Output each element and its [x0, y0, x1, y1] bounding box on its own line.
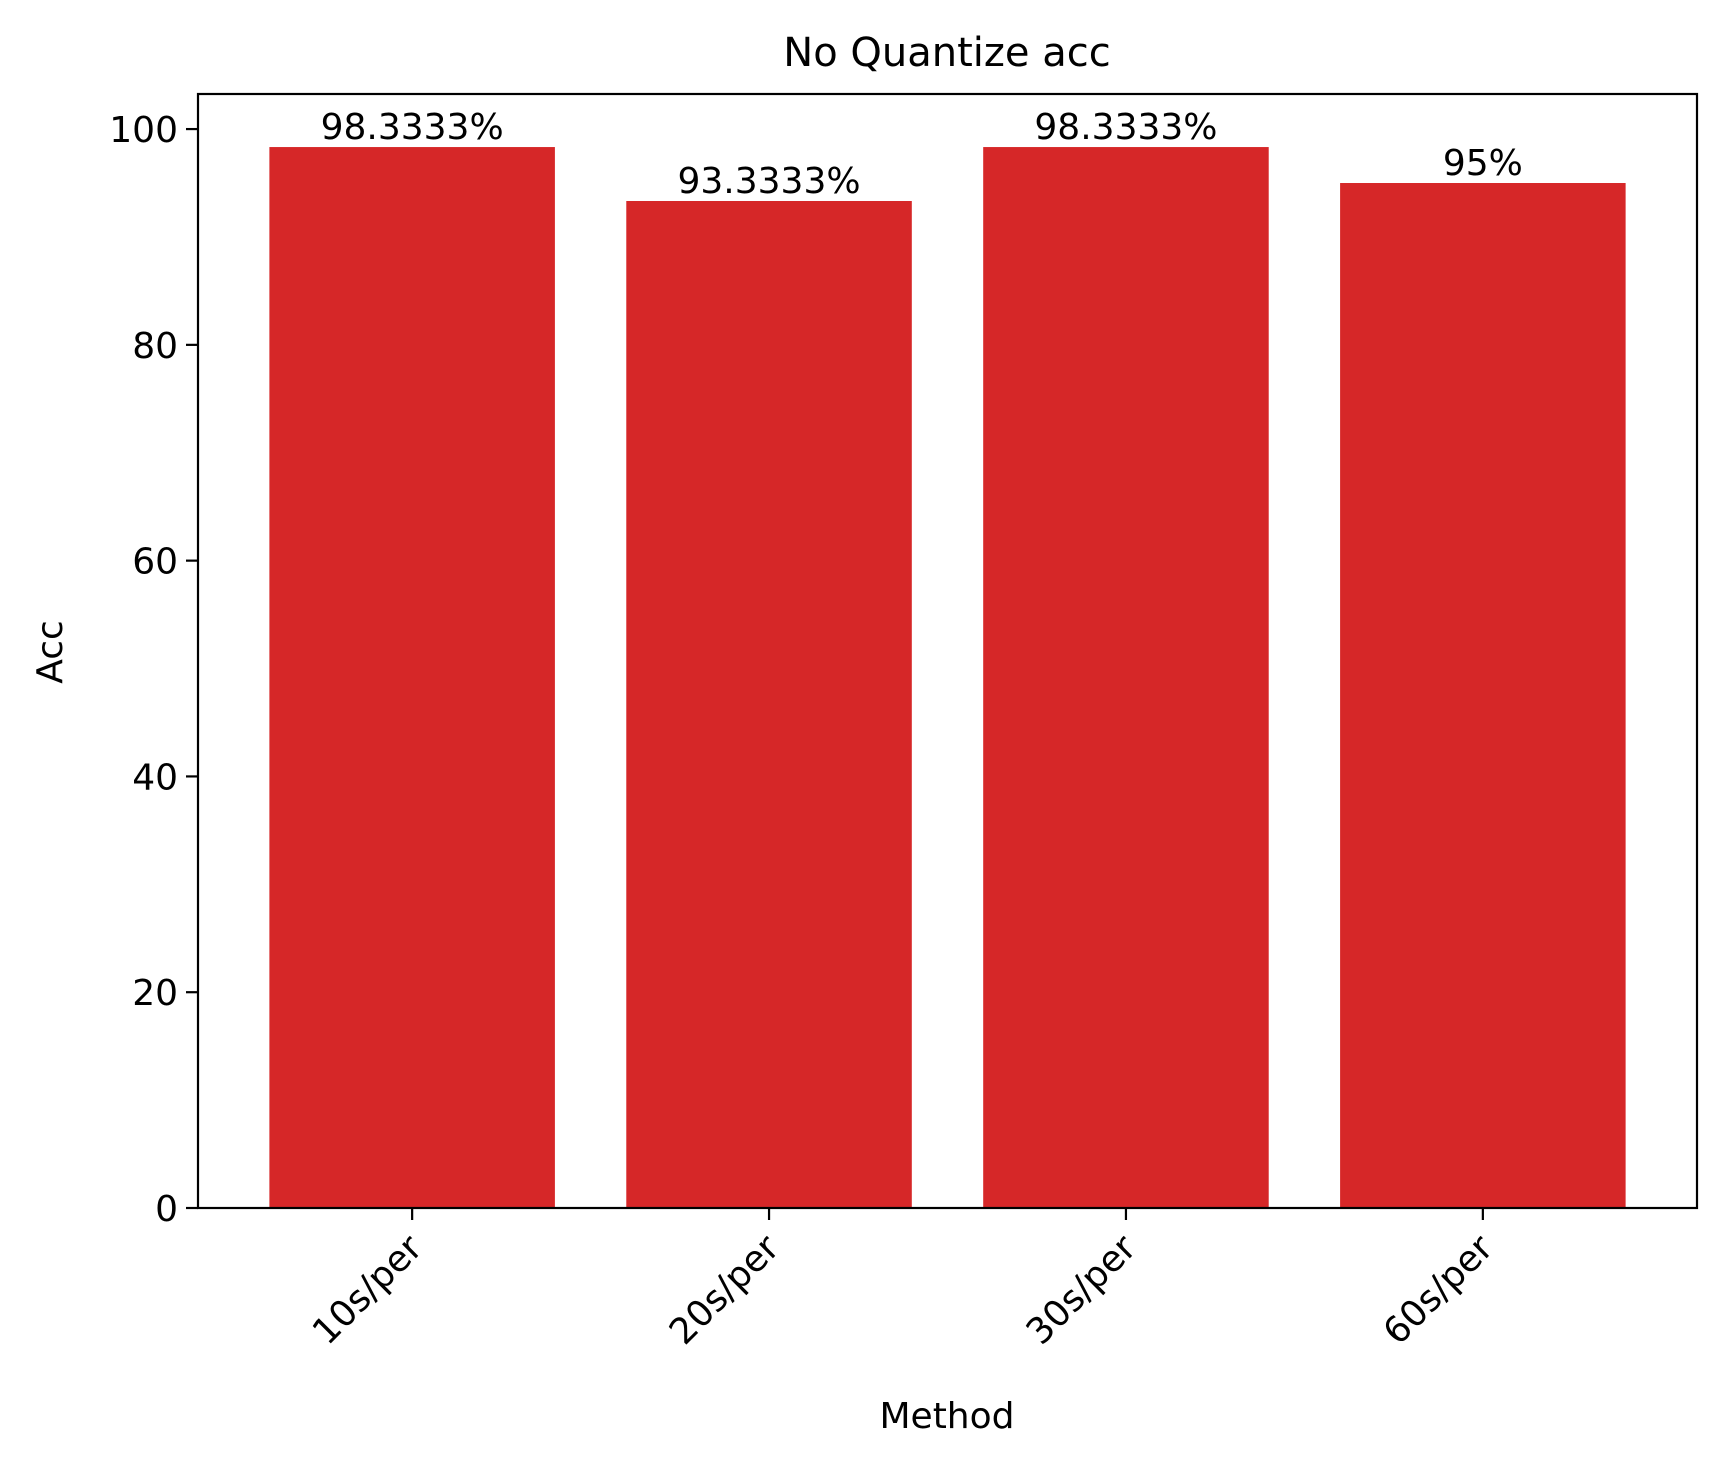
- data-labels-layer: 98.3333% 93.3333% 98.3333% 95%: [321, 107, 1523, 202]
- bar-4: [1340, 183, 1626, 1209]
- y-axis-label: Acc: [30, 620, 71, 684]
- data-label-3: 98.3333%: [1034, 107, 1217, 148]
- y-axis: 0 20 40 60 80 100: [109, 110, 198, 1230]
- bar-3: [983, 147, 1269, 1208]
- bar-2: [626, 200, 912, 1209]
- data-label-4: 95%: [1443, 143, 1523, 184]
- chart-title: No Quantize acc: [783, 30, 1110, 76]
- bar-1: [269, 147, 555, 1208]
- y-tick-label-6: 100: [109, 110, 178, 151]
- data-label-1: 98.3333%: [321, 107, 504, 148]
- y-tick-label-1: 0: [155, 1189, 178, 1230]
- y-tick-label-3: 40: [132, 757, 178, 798]
- y-tick-label-2: 20: [132, 973, 178, 1014]
- bars-layer: [269, 147, 1626, 1209]
- y-tick-label-4: 60: [132, 542, 178, 583]
- y-tick-label-5: 80: [132, 326, 178, 367]
- data-label-2: 93.3333%: [678, 161, 861, 202]
- plot-frame: [196, 92, 1699, 1210]
- x-axis-label: Method: [879, 1396, 1014, 1437]
